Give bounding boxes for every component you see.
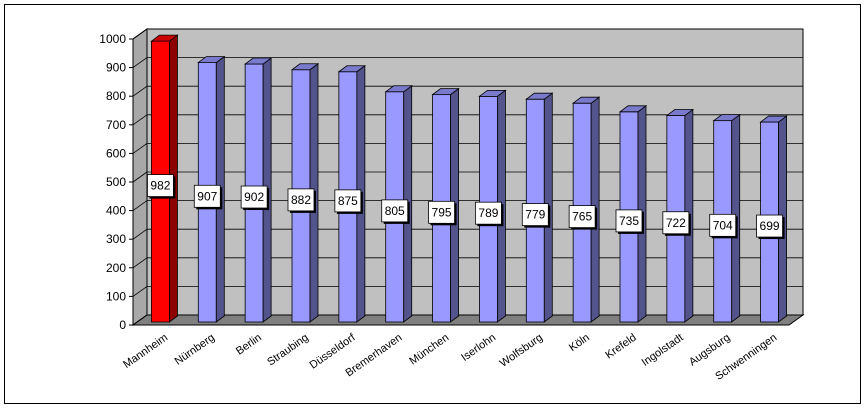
data-label-box	[193, 184, 221, 208]
data-label-box	[615, 209, 643, 233]
data-label-box	[240, 185, 268, 209]
data-label: 765	[568, 205, 598, 230]
data-label-text: 795	[432, 205, 452, 219]
data-label: 704	[709, 213, 738, 239]
x-tick-label: Straubing	[265, 332, 310, 369]
data-label-text: 765	[572, 210, 592, 224]
data-label-text: 735	[619, 214, 639, 228]
x-tick-label: München	[407, 332, 451, 368]
chart-frame: 0 100 200 300 400 500 600 700 800 900 1000 982 907 90…	[4, 4, 861, 404]
data-label-text: 805	[385, 204, 405, 218]
bar-top	[571, 96, 601, 104]
gridline-side	[132, 143, 148, 154]
x-tick-label: Augsburg	[687, 332, 732, 369]
data-label-text: 704	[713, 218, 733, 232]
y-tick-label: 600	[106, 146, 126, 160]
data-label-text: 722	[666, 216, 686, 230]
bar-top	[618, 105, 648, 113]
data-label: 735	[615, 209, 644, 234]
bar-top	[243, 57, 273, 65]
data-label-text: 982	[150, 179, 170, 193]
data-label-text: 789	[478, 206, 498, 220]
x-tick-label: Wolfsburg	[498, 332, 545, 370]
data-label: 982	[147, 174, 176, 199]
y-tick-label: 700	[106, 118, 126, 132]
x-tick-label: Nürnberg	[173, 332, 217, 368]
data-label: 882	[287, 188, 316, 213]
data-label-box	[287, 188, 315, 212]
gridline-side	[132, 314, 148, 326]
data-label-box	[334, 189, 362, 213]
x-tick-label: Iserlohn	[459, 332, 498, 364]
gridline-side	[132, 228, 148, 240]
data-label-text: 779	[525, 208, 545, 222]
bar-top	[384, 85, 413, 93]
data-label: 902	[240, 185, 270, 211]
data-label: 699	[756, 214, 785, 240]
gridline-side	[132, 257, 148, 269]
x-tick-label: Berlin	[234, 332, 264, 358]
data-label-box	[756, 214, 783, 238]
data-label-box	[381, 199, 409, 223]
y-tick-label: 100	[106, 289, 126, 303]
bar-top	[525, 92, 554, 100]
data-label: 779	[521, 203, 551, 228]
data-label-text: 902	[244, 190, 264, 204]
data-label: 805	[381, 199, 410, 224]
data-label: 875	[334, 189, 363, 214]
floor	[131, 314, 805, 326]
y-tick-label: 200	[106, 261, 126, 275]
data-label-box	[568, 205, 596, 229]
gridline-side	[132, 114, 148, 126]
x-tick-label: Ingolstadt	[640, 332, 686, 369]
bar-top	[712, 114, 741, 122]
y-tick-label: 800	[106, 89, 126, 103]
data-label-box	[662, 211, 690, 235]
x-tick-label: Mannheim	[121, 332, 170, 371]
gridline-side	[132, 57, 148, 68]
bar-top	[665, 109, 695, 116]
y-tick-label: 1000	[99, 32, 126, 46]
data-label-text: 699	[760, 219, 780, 233]
y-tick-label: 500	[106, 175, 126, 189]
gridline-side	[132, 171, 148, 183]
data-label-box	[709, 213, 737, 237]
x-tick-labels: Mannheim Nürnberg Berlin StraubingDüsseldor…	[121, 331, 779, 383]
bar-top	[290, 63, 320, 71]
bar-chart: 0 100 200 300 400 500 600 700 800 900 1000 982 907 90…	[99, 28, 805, 383]
y-tick-label: 300	[106, 232, 126, 246]
data-label: 907	[193, 184, 223, 210]
data-labels: 982 907 902 882 875 805 795 789 779 765 735 722 704 6…	[147, 174, 785, 240]
y-tick-label: 900	[106, 61, 126, 75]
gridline-side	[132, 85, 148, 97]
gridline-side	[132, 286, 148, 297]
bar	[197, 55, 226, 323]
y-tick-label: 400	[106, 204, 126, 218]
bar-top	[759, 115, 788, 123]
gridline-side	[132, 28, 148, 40]
bar-top	[478, 89, 507, 97]
data-label: 795	[428, 200, 457, 226]
data-label-box	[475, 201, 502, 225]
bar-top	[337, 65, 367, 73]
y-tick-label: 0	[119, 318, 126, 332]
x-tick-label: Köln	[567, 332, 592, 354]
x-tick-label: Krefeld	[603, 332, 638, 362]
data-label-text: 875	[338, 194, 358, 208]
bar-top	[150, 34, 179, 42]
bar-top	[197, 56, 226, 63]
data-label: 722	[662, 211, 691, 236]
data-label: 789	[475, 201, 504, 227]
gridline-side	[132, 200, 148, 211]
bar-top	[431, 88, 460, 96]
data-label-box	[147, 174, 174, 197]
data-label-text: 882	[291, 193, 311, 207]
data-label-box	[521, 203, 549, 227]
data-label-box	[428, 200, 455, 224]
data-label-text: 907	[197, 189, 217, 203]
